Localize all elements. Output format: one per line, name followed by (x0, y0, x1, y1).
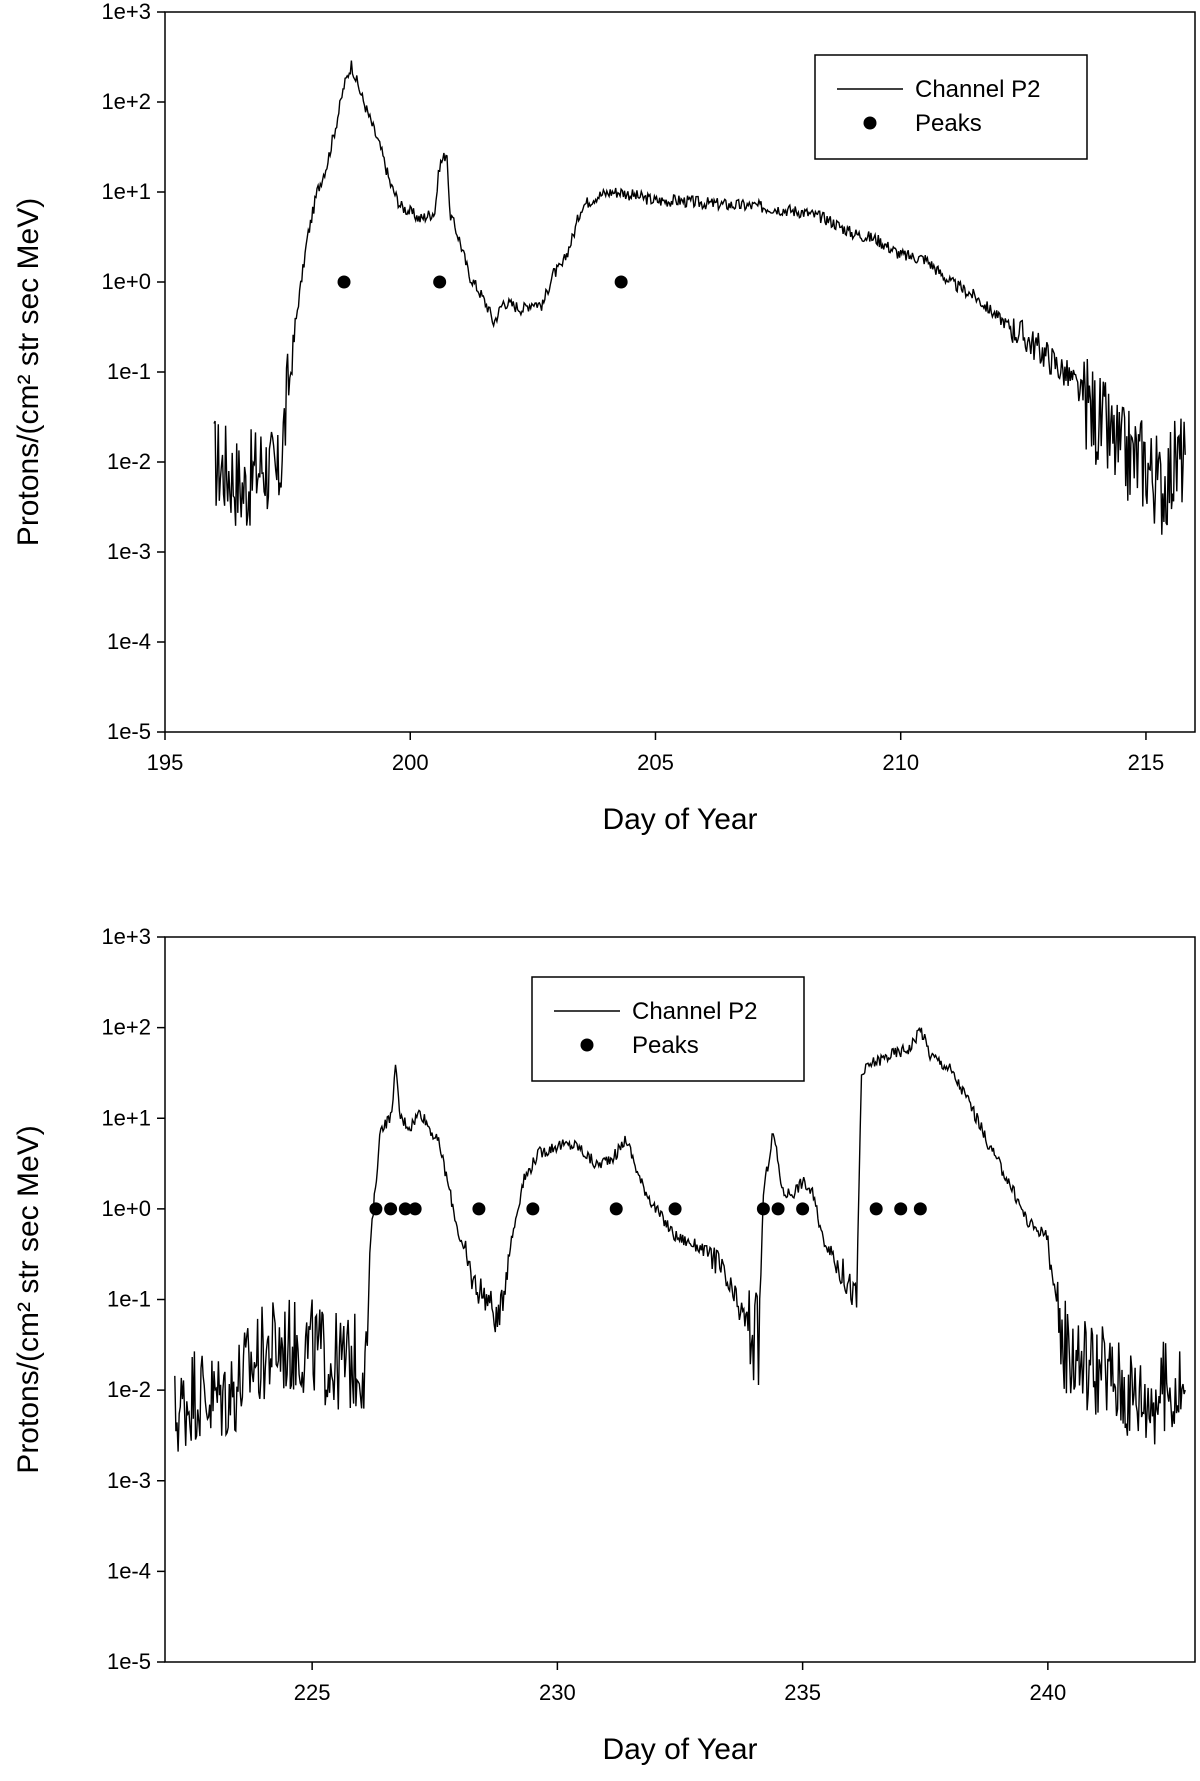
y-tick-label: 1e+0 (101, 269, 151, 294)
y-tick-label: 1e-1 (107, 359, 151, 384)
peak-point (756, 1202, 770, 1216)
y-tick-label: 1e-2 (107, 449, 151, 474)
x-tick-label: 235 (784, 1680, 821, 1705)
peak-point (526, 1202, 540, 1216)
x-axis-label: Day of Year (602, 803, 757, 836)
x-tick-label: 240 (1029, 1680, 1066, 1705)
legend-marker-peaks (863, 116, 877, 130)
y-tick-label: 1e+1 (101, 179, 151, 204)
peak-point (472, 1202, 486, 1216)
legend-label-peaks: Peaks (632, 1032, 699, 1059)
peak-point (668, 1202, 682, 1216)
y-tick-label: 1e-3 (107, 1468, 151, 1493)
y-tick-label: 1e-5 (107, 1649, 151, 1674)
x-tick-label: 230 (539, 1680, 576, 1705)
x-tick-label: 215 (1128, 750, 1165, 775)
peak-point (398, 1202, 412, 1216)
y-tick-label: 1e-1 (107, 1287, 151, 1312)
peak-point (796, 1202, 810, 1216)
legend-marker-peaks (580, 1038, 594, 1052)
y-tick-label: 1e+0 (101, 1196, 151, 1221)
y-tick-label: 1e-3 (107, 539, 151, 564)
peak-point (614, 275, 628, 289)
y-tick-label: 1e+2 (101, 1015, 151, 1040)
y-tick-label: 1e-2 (107, 1377, 151, 1402)
y-tick-label: 1e+3 (101, 924, 151, 949)
x-axis-label: Day of Year (602, 1733, 757, 1766)
peak-point (913, 1202, 927, 1216)
legend-label-peaks: Peaks (915, 110, 982, 137)
peak-point (337, 275, 351, 289)
y-axis-label: Protons/(cm² str sec MeV) (12, 1125, 45, 1473)
x-tick-label: 210 (882, 750, 919, 775)
series-line-channel-p2 (174, 1026, 1186, 1452)
x-tick-label: 195 (147, 750, 184, 775)
peak-point (408, 1202, 422, 1216)
legend-box (814, 54, 1088, 160)
peak-point (433, 275, 447, 289)
x-tick-label: 225 (294, 1680, 331, 1705)
series-line-channel-p2 (213, 60, 1186, 535)
peak-point (609, 1202, 623, 1216)
bottom-chart-panel: 1e-5 1e-4 1e-3 1e-2 1e-1 1e+0 1e+1 1e+2 1e+3 225 2… (12, 924, 1196, 1766)
y-axis-label: Protons/(cm² str sec MeV) (12, 198, 45, 546)
x-tick-label: 200 (392, 750, 429, 775)
peak-point (771, 1202, 785, 1216)
peak-point (369, 1202, 383, 1216)
peak-point (894, 1202, 908, 1216)
y-tick-label: 1e+3 (101, 0, 151, 24)
y-tick-label: 1e-4 (107, 1558, 151, 1583)
peak-point (384, 1202, 398, 1216)
y-tick-label: 1e-5 (107, 719, 151, 744)
x-tick-label: 205 (637, 750, 674, 775)
y-tick-label: 1e+1 (101, 1105, 151, 1130)
y-tick-label: 1e-4 (107, 629, 151, 654)
top-chart-panel: 1e-5 1e-4 1e-3 1e-2 1e-1 1e+0 1e+1 1e+2 1e+3 195 2… (12, 0, 1196, 836)
legend-label-channel-p2: Channel P2 (632, 998, 757, 1025)
legend-box (531, 976, 805, 1082)
peak-point (869, 1202, 883, 1216)
legend-label-channel-p2: Channel P2 (915, 76, 1040, 103)
y-tick-label: 1e+2 (101, 89, 151, 114)
